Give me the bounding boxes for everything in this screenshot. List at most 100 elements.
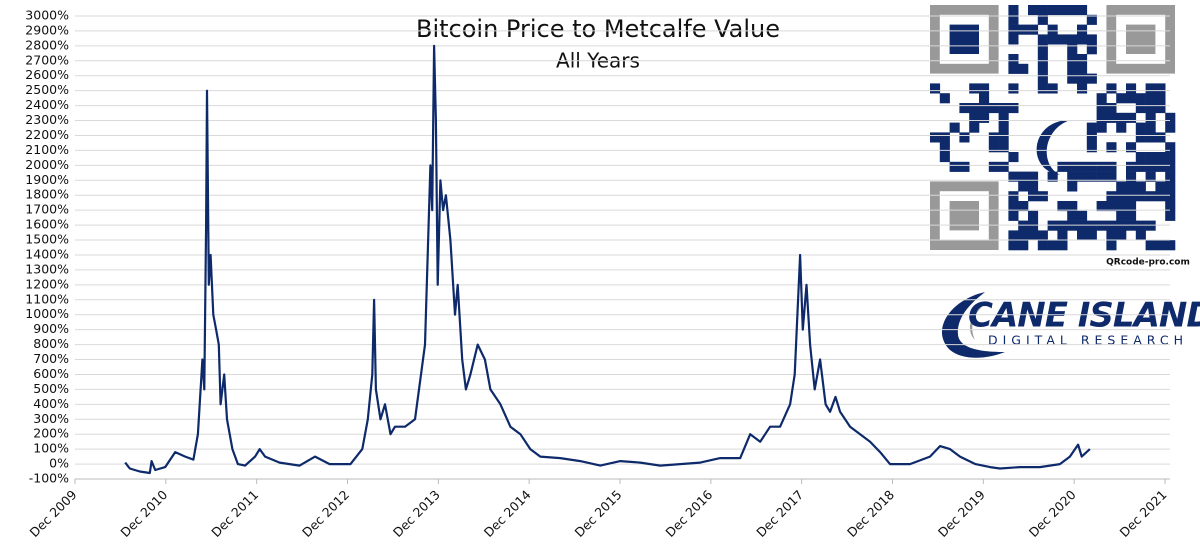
qr-module [1116,210,1127,221]
qr-module [1077,34,1088,45]
qr-module [1135,181,1146,192]
qr-module [1028,191,1039,202]
x-tick-label: Dec 2015 [572,487,625,540]
y-tick-label: 2200% [25,127,69,142]
qr-module [1008,24,1019,35]
qr-module [1135,191,1146,202]
qr-module [1077,54,1088,65]
qr-module [1106,112,1117,123]
qr-module [1155,132,1166,143]
qr-module [1135,230,1146,241]
y-tick-label: 2500% [25,82,69,97]
qr-module [1145,152,1156,163]
x-tick-label: Dec 2009 [27,487,80,540]
logo-swoosh [942,292,1005,358]
qr-module [1008,5,1019,16]
qr-module [1067,34,1078,45]
logo-swoosh [970,300,990,340]
qr-module [1057,5,1068,16]
y-tick-label: 1400% [25,246,69,261]
y-tick-label: 2400% [25,97,69,112]
qr-module [1018,220,1029,231]
qr-module [1008,201,1019,212]
qr-module [1037,54,1048,65]
qr-module [939,152,950,163]
qr-module [1165,171,1176,182]
qr-module [1008,63,1019,74]
qr-module [1116,220,1127,231]
qr-module [969,112,980,123]
qr-module [1047,5,1058,16]
qr-module [1086,122,1097,133]
qr-module [1135,132,1146,143]
qr-module [998,132,1009,143]
y-tick-label: 2700% [25,52,69,67]
qr-module [1008,34,1019,45]
y-tick-label: 1600% [25,217,69,232]
qr-module [1047,24,1058,35]
qr-module [1126,201,1137,212]
qr-module [1047,171,1058,182]
x-tick-label: Dec 2017 [753,487,806,540]
qr-module [1008,191,1019,202]
qr-module [1037,191,1048,202]
qr-module [1155,152,1166,163]
qr-module [1067,161,1078,172]
qr-code [930,5,1176,251]
qr-module [1077,73,1088,84]
y-tick-label: 100% [33,441,69,456]
qr-module [1116,191,1127,202]
qr-module [988,132,999,143]
qr-module [1116,201,1127,212]
qr-module [1165,112,1176,123]
qr-module [998,112,1009,123]
qr-module [979,103,990,114]
qr-module [1126,112,1137,123]
qr-module [1145,161,1156,172]
qr-module [1086,132,1097,143]
qr-module [1008,103,1019,114]
y-tick-label: 500% [33,381,69,396]
qr-module [1135,103,1146,114]
qr-module [1096,112,1107,123]
qr-module [1106,201,1117,212]
qr-module [1008,240,1019,251]
qr-module [1067,54,1078,65]
qr-module [1106,191,1117,202]
qr-module [1057,230,1068,241]
y-tick-label: 1000% [25,306,69,321]
qr-module [1135,161,1146,172]
qr-module [1145,93,1156,104]
qr-module [1037,63,1048,74]
qr-module [1096,171,1107,182]
qr-module [1018,201,1029,212]
qr-module [1037,5,1048,16]
qr-module [1018,181,1029,192]
qr-module [1067,210,1078,221]
qr-module [1086,220,1097,231]
qr-module [959,161,970,172]
qr-module [1096,201,1107,212]
qr-module [1067,5,1078,16]
qr-module [1008,152,1019,163]
qr-module [1028,5,1039,16]
qr-module [1126,181,1137,192]
qr-module [1067,181,1078,192]
qr-module [1126,83,1137,94]
qr-module [1057,220,1068,231]
qr-module [930,83,941,94]
qr-module [998,142,1009,153]
qr-module [1126,210,1137,221]
qr-module [1165,142,1176,153]
qr-module [1135,220,1146,231]
qr-module [1067,63,1078,74]
qr-module [1106,171,1117,182]
qr-module [1077,24,1088,35]
y-tick-label: 1200% [25,276,69,291]
x-tick-label: Dec 2018 [844,487,897,540]
qr-module [959,103,970,114]
logo-name: CANE ISLAND [968,296,1200,336]
qr-module [1145,132,1156,143]
qr-module [1145,240,1156,251]
